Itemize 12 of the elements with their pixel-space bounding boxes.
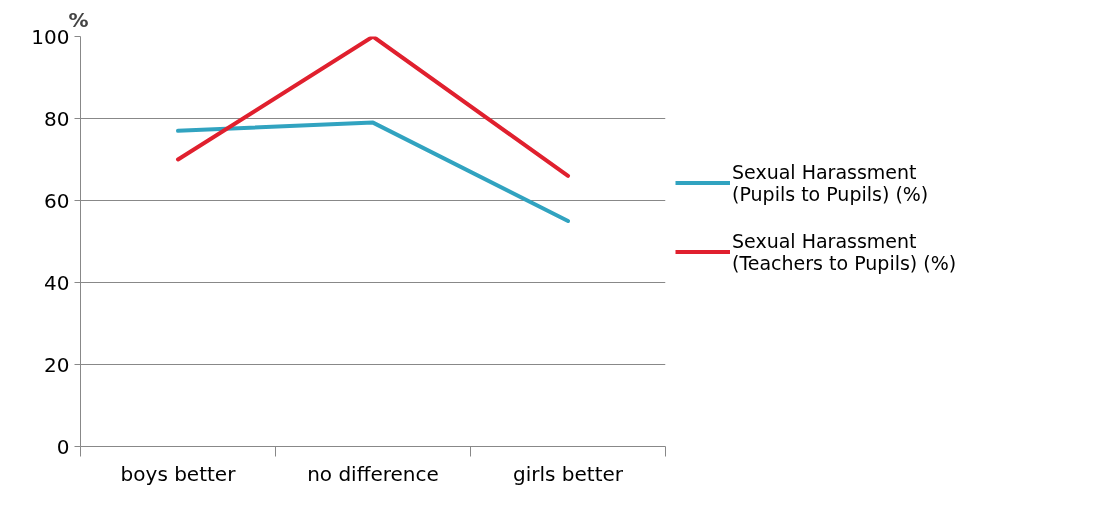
y-tick-label: 60 bbox=[44, 188, 70, 213]
y-tick-label: 20 bbox=[44, 352, 70, 377]
legend-label: Sexual Harassment (Teachers to Pupils) (%) bbox=[732, 229, 957, 274]
y-tick-label: 80 bbox=[44, 106, 70, 131]
legend-label: Sexual Harassment (Pupils to Pupils) (%) bbox=[732, 160, 929, 205]
y-tick-label: 100 bbox=[31, 24, 70, 49]
x-tick-label: no difference bbox=[307, 461, 439, 486]
x-tick-label: boys better bbox=[120, 461, 237, 486]
x-tick-label: girls better bbox=[512, 461, 624, 486]
y-tick-label: 0 bbox=[56, 434, 70, 459]
y-tick-label: 40 bbox=[44, 270, 70, 295]
y-axis-title: % bbox=[68, 7, 89, 32]
